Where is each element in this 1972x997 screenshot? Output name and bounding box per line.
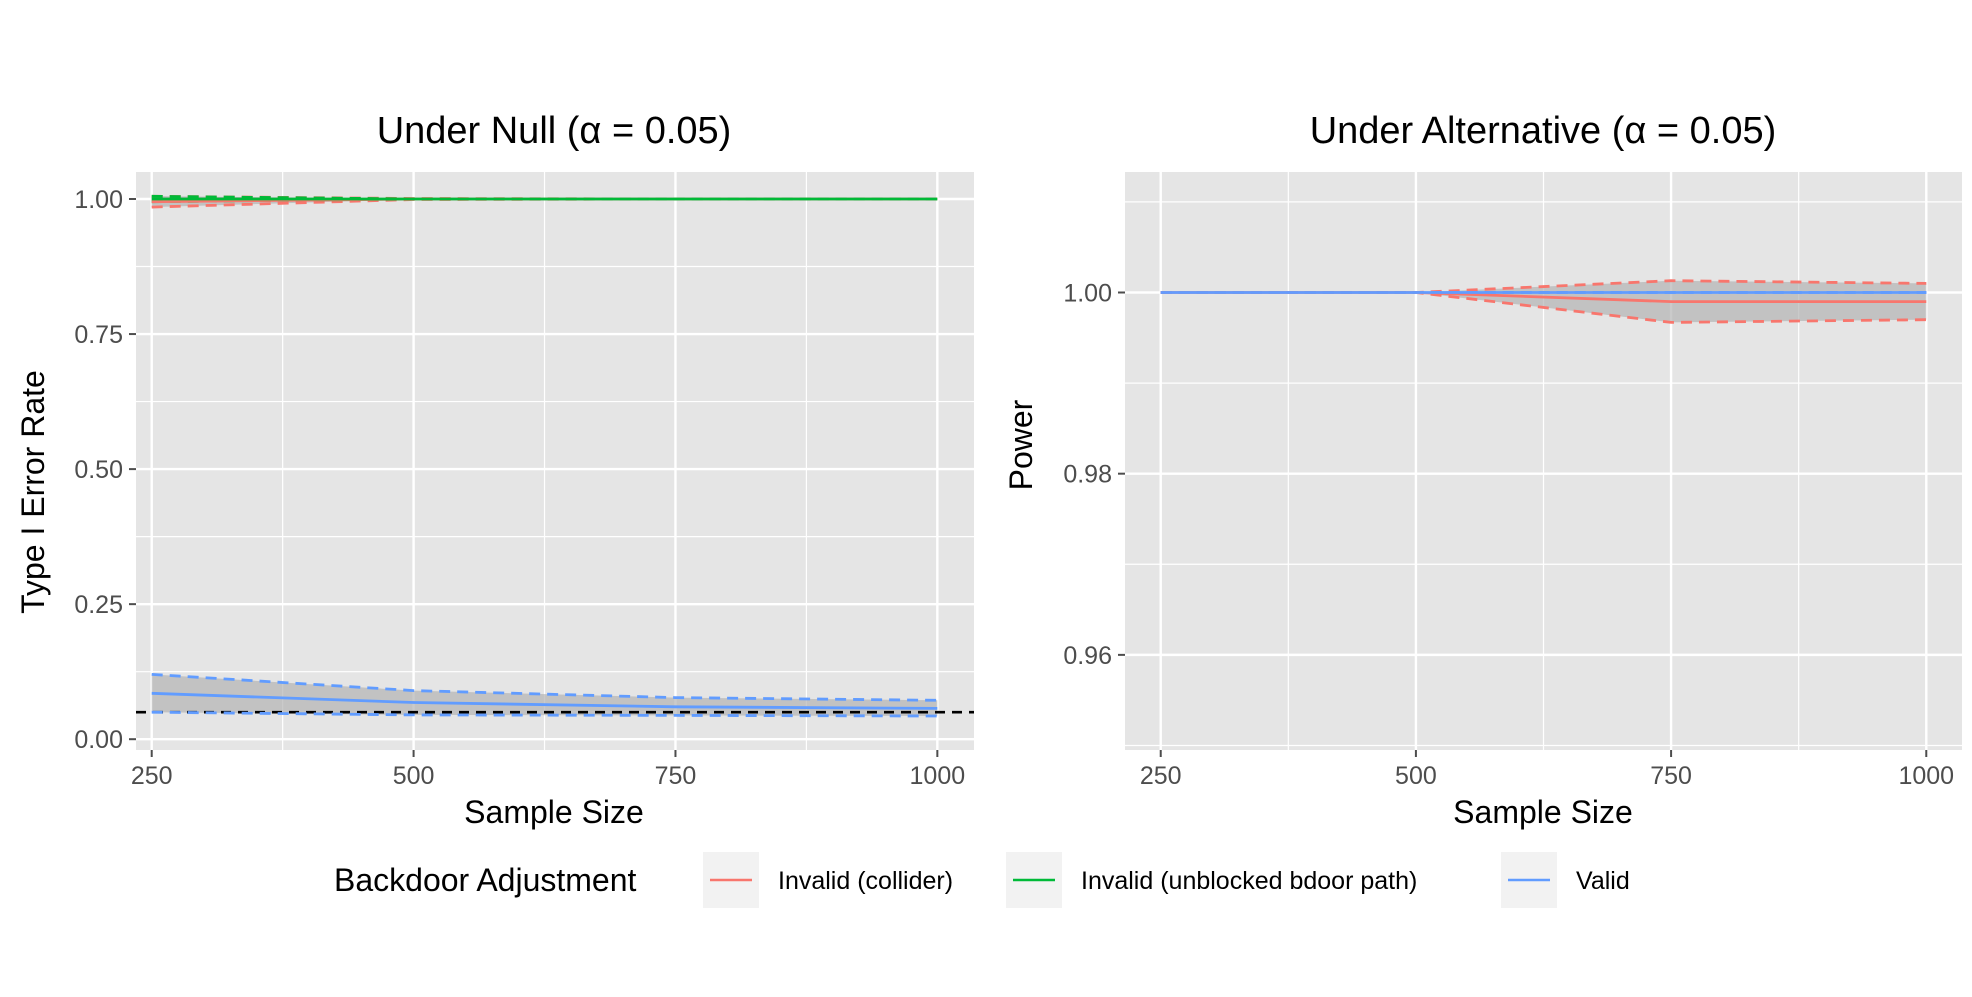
legend-entry-valid: Valid [1501,852,1630,908]
right-y-tick-label: 1.00 [1063,279,1112,307]
left-y-tick-label: 0.75 [74,321,123,349]
right-x-axis-title: Sample Size [1453,794,1633,830]
left-x-tick-label: 500 [393,762,435,790]
panel-right: Under Alternative (α = 0.05) Sample Size… [1003,110,1962,830]
left-panel-background [136,172,974,750]
left-upper-valid [151,673,938,702]
left-y-tick-label: 0.50 [74,456,123,484]
legend-entry-collider: Invalid (collider) [703,852,953,908]
right-data-layer [1160,279,1927,324]
right-x-tick-label: 250 [1140,762,1182,790]
right-y-tick-label: 0.98 [1063,461,1112,489]
legend-entry-unblocked: Invalid (unblocked bdoor path) [1006,852,1417,908]
legend-label-unblocked: Invalid (unblocked bdoor path) [1081,867,1417,895]
left-panel-title: Under Null (α = 0.05) [377,110,732,152]
left-y-tick-label: 0.25 [74,591,123,619]
left-x-tick-label: 250 [131,762,173,790]
right-x-tick-label: 500 [1395,762,1437,790]
right-panel-title: Under Alternative (α = 0.05) [1310,110,1777,152]
left-y-axis-title: Type I Error Rate [15,370,51,614]
legend-label-valid: Valid [1576,867,1630,895]
left-y-tick-label: 1.00 [74,186,123,214]
left-lower-valid [151,710,938,718]
right-plot-area [1125,172,1962,750]
left-x-tick-label: 1000 [910,762,966,790]
right-y-axis-title: Power [1003,399,1039,490]
legend-label-collider: Invalid (collider) [778,867,953,895]
left-line-valid [151,691,938,710]
left-x-axis-title: Sample Size [464,794,644,830]
left-x-tick-label: 750 [655,762,697,790]
legend: Backdoor Adjustment Invalid (collider) I… [334,852,1630,908]
panel-left: Under Null (α = 0.05) Sample Size Type I… [15,110,974,830]
left-plot-area [136,172,974,750]
left-ribbon-valid [151,674,938,716]
left-y-tick-label: 0.00 [74,726,123,754]
legend-title: Backdoor Adjustment [334,862,637,898]
right-x-tick-label: 1000 [1898,762,1954,790]
left-data-layer [136,194,974,718]
right-y-tick-label: 0.96 [1063,642,1112,670]
right-x-tick-label: 750 [1650,762,1692,790]
